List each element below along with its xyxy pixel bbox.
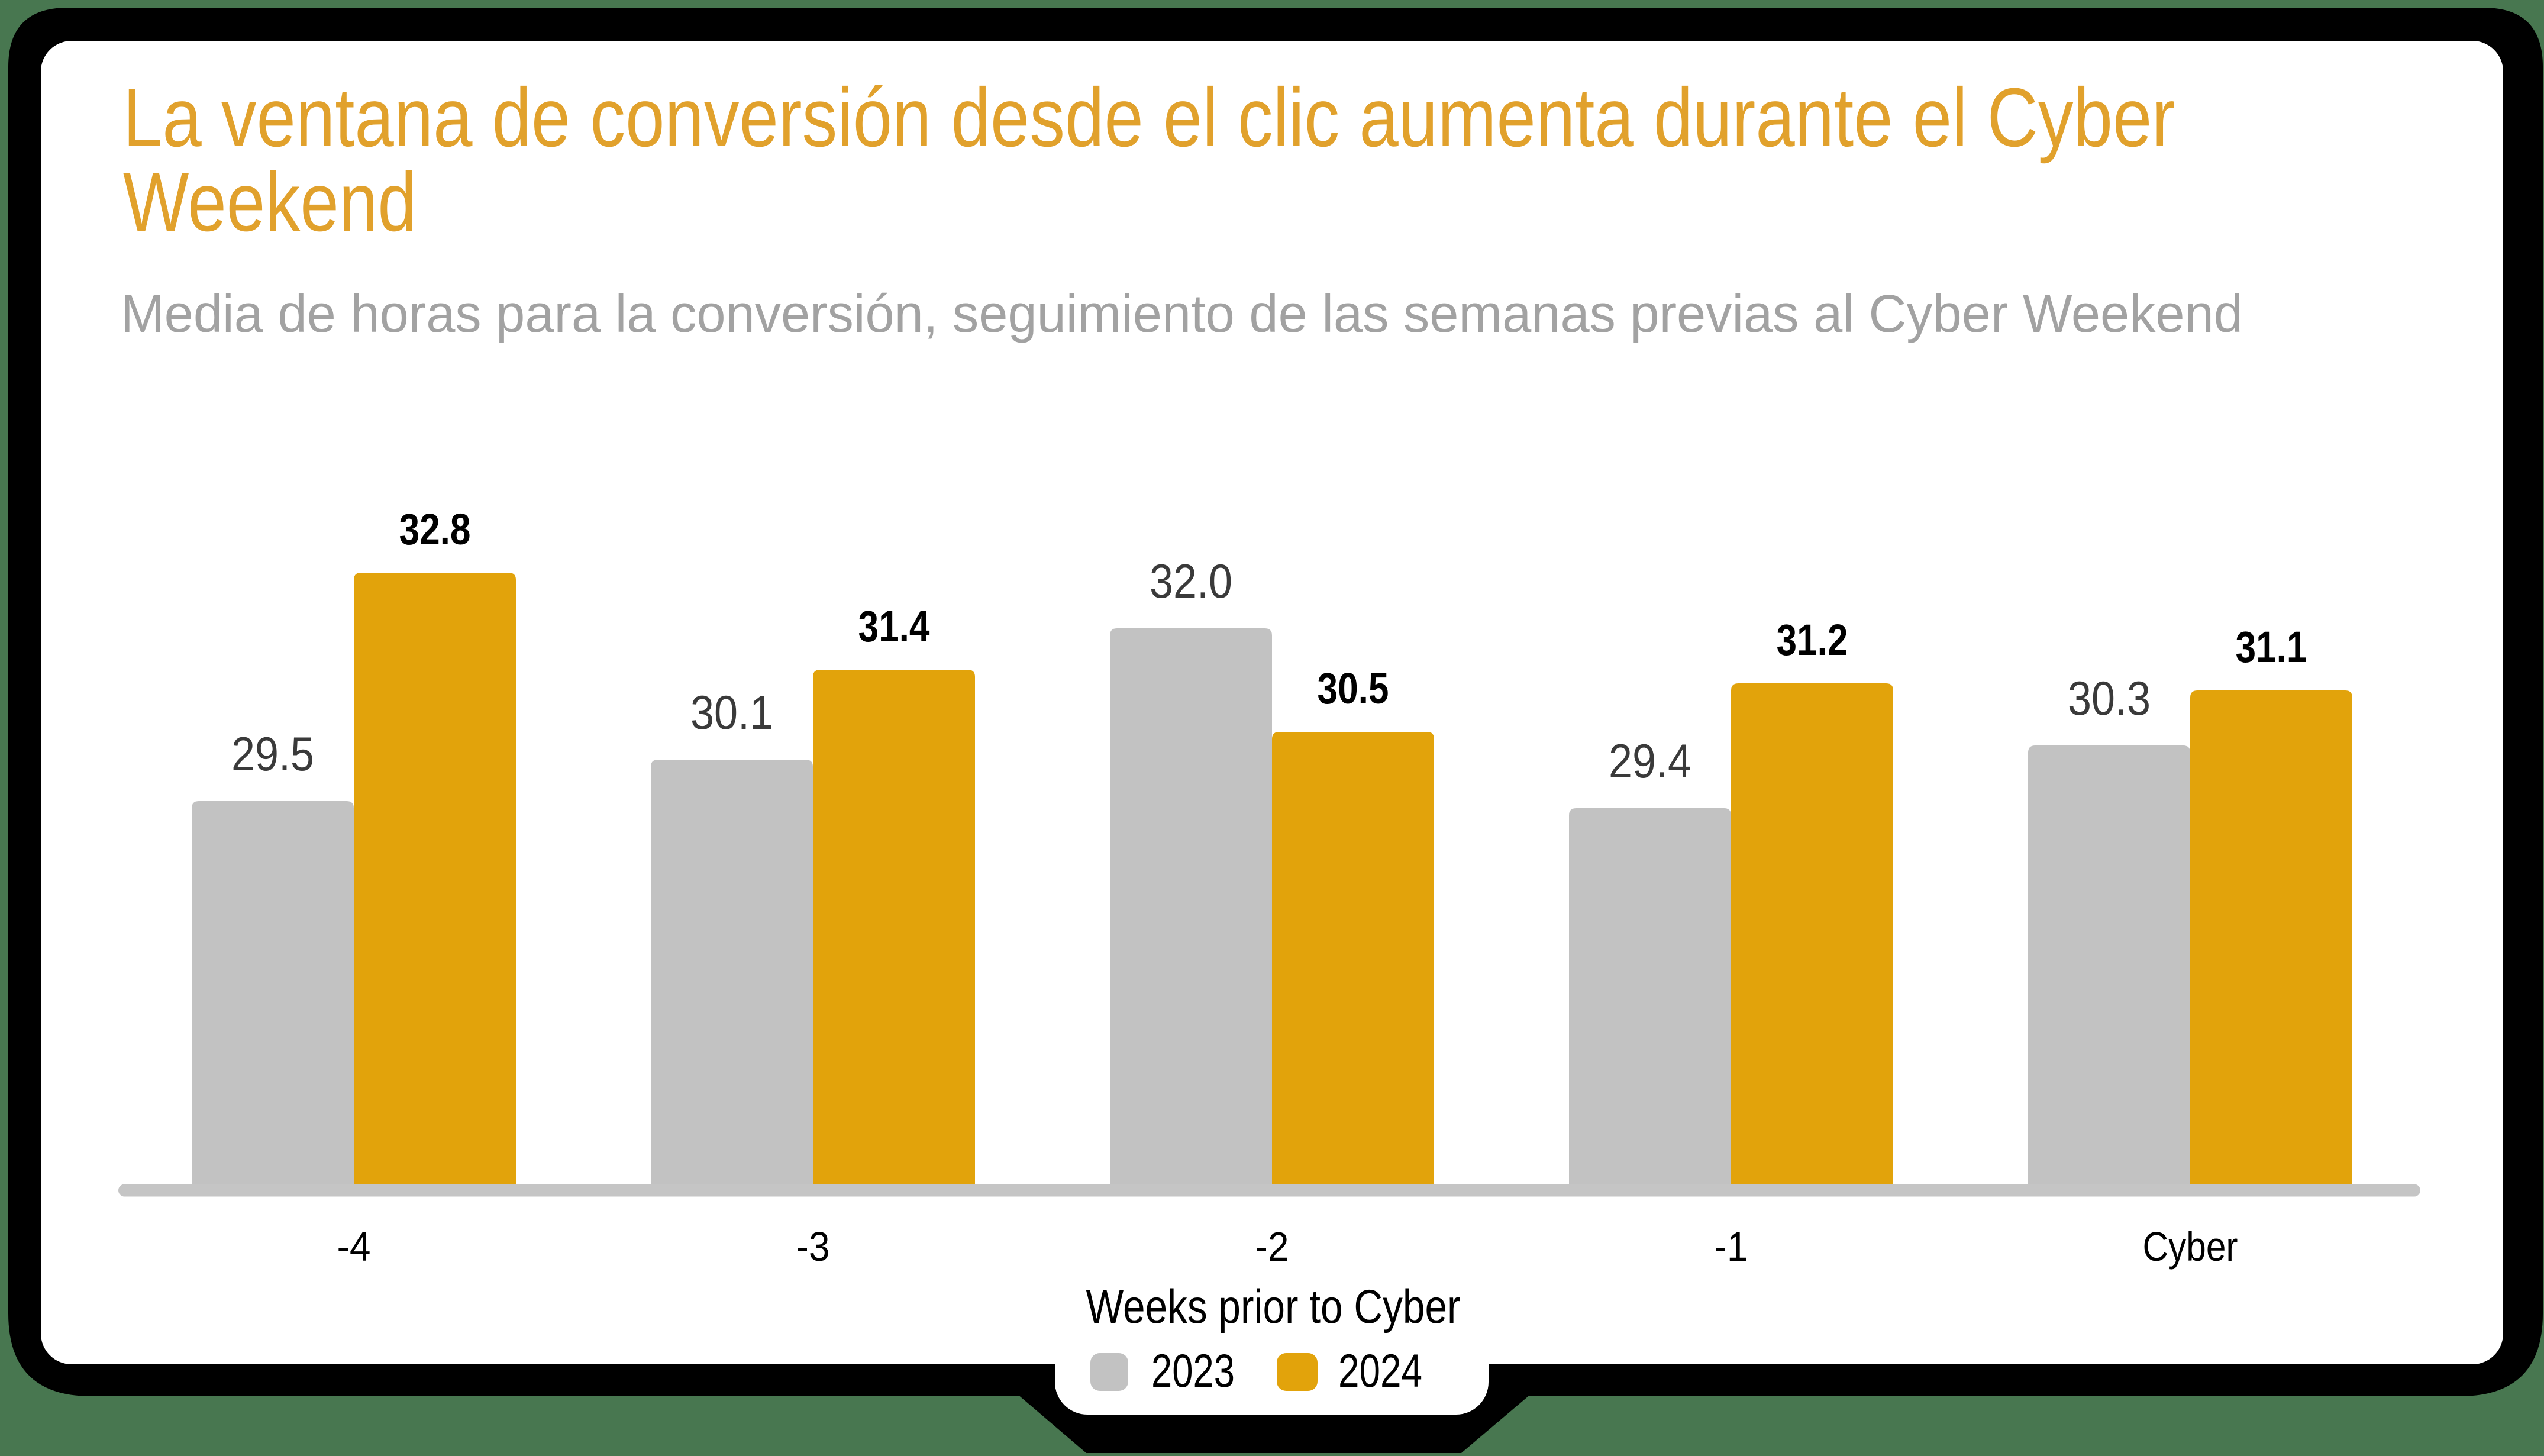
svg-text:2023: 2023	[1151, 1344, 1235, 1397]
svg-text:-3: -3	[796, 1223, 830, 1270]
svg-text:La ventana de conversión desde: La ventana de conversión desde el clic a…	[123, 70, 2175, 164]
svg-text:-4: -4	[337, 1223, 371, 1270]
svg-text:2024: 2024	[1338, 1344, 1422, 1397]
svg-text:30.1: 30.1	[690, 686, 773, 740]
svg-text:Weeks prior to Cyber: Weeks prior to Cyber	[1086, 1280, 1461, 1334]
svg-text:32.8: 32.8	[399, 505, 471, 554]
svg-text:Media de horas para la convers: Media de horas para la conversión, segui…	[121, 285, 2243, 344]
svg-text:30.3: 30.3	[2068, 672, 2151, 725]
svg-text:Weekend: Weekend	[123, 155, 417, 248]
svg-text:32.0: 32.0	[1150, 555, 1232, 608]
svg-text:-1: -1	[1715, 1223, 1748, 1270]
svg-text:30.5: 30.5	[1318, 664, 1389, 713]
svg-text:31.4: 31.4	[858, 602, 930, 651]
svg-text:-2: -2	[1255, 1223, 1289, 1270]
svg-text:31.1: 31.1	[2236, 622, 2307, 671]
svg-text:29.5: 29.5	[231, 728, 314, 781]
svg-text:29.4: 29.4	[1609, 735, 1691, 788]
svg-text:Cyber: Cyber	[2143, 1223, 2238, 1270]
svg-text:31.2: 31.2	[1777, 615, 1848, 664]
